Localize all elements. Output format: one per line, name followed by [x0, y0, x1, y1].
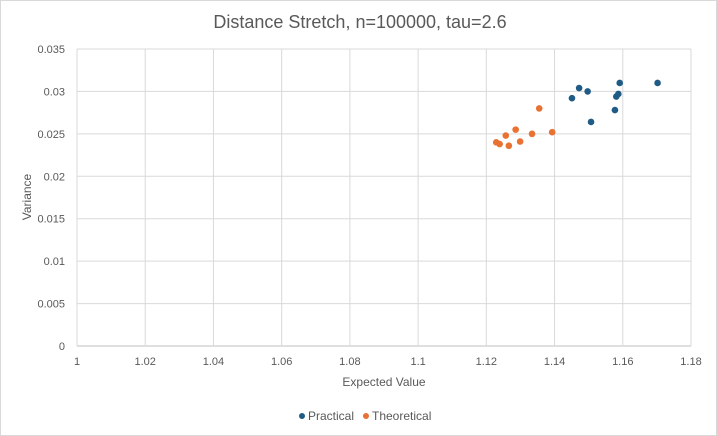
theoretical-point [496, 140, 503, 148]
practical-point [584, 88, 591, 95]
y-tick-label: 0.015 [37, 214, 65, 226]
y-tick-label: 0.03 [44, 86, 65, 98]
theoretical-point [548, 128, 556, 136]
practical-point [587, 118, 595, 126]
y-tick-label: 0 [59, 341, 65, 353]
legend: Practical Theoretical [299, 409, 431, 423]
theoretical-point [535, 105, 543, 112]
x-axis-ticks: 1 1.02 1.04 1.06 1.08 1.1 1.12 1.14 1.16 1.18 [74, 356, 702, 368]
practical-point [654, 79, 661, 87]
practical-point [611, 106, 619, 114]
y-axis-title: Variance [20, 173, 34, 220]
legend-marker-practical [299, 413, 305, 419]
legend-label-theoretical: Theoretical [372, 409, 431, 423]
y-tick-label: 0.005 [37, 299, 65, 311]
gridlines [76, 48, 692, 347]
x-axis-title: Expected Value [342, 375, 425, 389]
practical-point [615, 90, 622, 98]
x-tick-label: 1.06 [271, 356, 292, 368]
y-tick-label: 0.025 [37, 129, 65, 141]
chart-title: Distance Stretch, n=100000, tau=2.6 [213, 12, 506, 32]
x-tick-label: 1 [74, 356, 80, 368]
theoretical-point [512, 126, 519, 133]
theoretical-point [502, 132, 510, 139]
x-tick-label: 1.16 [612, 356, 633, 368]
y-axis-ticks: 0 0.005 0.01 0.015 0.02 0.025 0.03 0.035 [37, 44, 65, 353]
y-tick-label: 0.01 [44, 256, 65, 268]
legend-label-practical: Practical [308, 409, 354, 423]
plot-points [492, 79, 661, 150]
x-tick-label: 1.12 [476, 356, 497, 368]
legend-marker-theoretical [363, 413, 369, 419]
practical-point [575, 84, 583, 92]
y-tick-label: 0.02 [44, 171, 65, 183]
x-tick-label: 1.18 [680, 356, 701, 368]
x-tick-label: 1.08 [339, 356, 360, 368]
practical-point [568, 94, 576, 102]
y-tick-label: 0.035 [37, 44, 65, 56]
theoretical-point [505, 142, 513, 150]
x-tick-label: 1.02 [135, 356, 156, 368]
theoretical-point [528, 130, 536, 138]
practical-point [616, 79, 624, 87]
x-tick-label: 1.14 [544, 356, 565, 368]
theoretical-point [516, 138, 524, 145]
x-tick-label: 1.04 [203, 356, 224, 368]
x-tick-label: 1.1 [410, 356, 425, 368]
